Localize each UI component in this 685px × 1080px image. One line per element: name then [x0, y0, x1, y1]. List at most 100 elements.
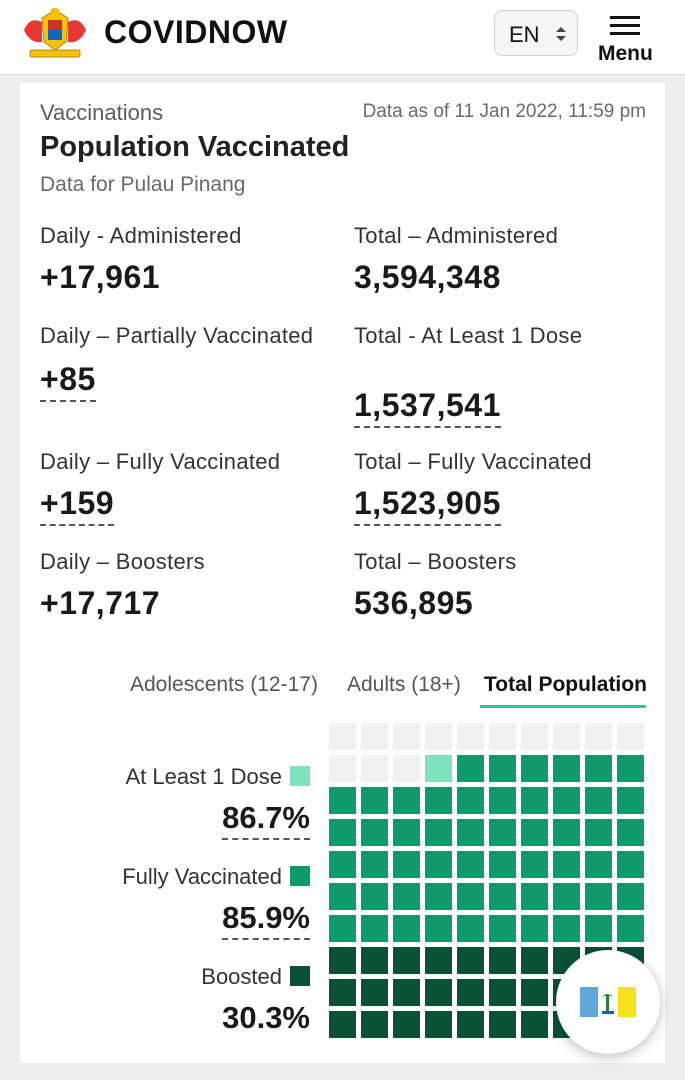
waffle-cell-fully-vaccinated: [457, 851, 484, 878]
waffle-cell-fully-vaccinated: [457, 787, 484, 814]
waffle-cell-boosted: [425, 979, 452, 1006]
stat-value[interactable]: 1,523,905: [354, 485, 501, 526]
waffle-cell-fully-vaccinated: [361, 787, 388, 814]
waffle-cell-fully-vaccinated: [585, 883, 612, 910]
malaysia-coat-of-arms-icon[interactable]: [20, 7, 90, 60]
data-timestamp: Data as of 11 Jan 2022, 11:59 pm: [362, 101, 646, 122]
waffle-cell-fully-vaccinated: [329, 915, 356, 942]
waffle-cell-fully-vaccinated: [329, 819, 356, 846]
language-value: EN: [509, 22, 540, 47]
stat-total-boosters: Total – Boosters 536,895: [354, 549, 644, 622]
stat-label: Total – Administered: [354, 223, 559, 248]
stat-value[interactable]: +159: [40, 485, 115, 526]
waffle-cell-fully-vaccinated: [361, 819, 388, 846]
waffle-cell-boosted: [393, 1011, 420, 1038]
waffle-cell-fully-vaccinated: [617, 883, 644, 910]
top-navbar: COVIDNOW EN Menu: [0, 0, 685, 75]
tab-adolescents[interactable]: Adolescents (12-17): [130, 673, 318, 696]
stat-label: Total – Fully Vaccinated: [354, 449, 592, 474]
waffle-cell-fully-vaccinated: [425, 915, 452, 942]
waffle-cell-boosted: [521, 1011, 548, 1038]
waffle-cell-boosted: [457, 947, 484, 974]
waffle-cell-boosted: [361, 979, 388, 1006]
waffle-cell-fully-vaccinated: [521, 883, 548, 910]
waffle-cell-boosted: [329, 1011, 356, 1038]
waffle-cell-fully-vaccinated: [617, 851, 644, 878]
waffle-cell-fully-vaccinated: [489, 819, 516, 846]
tab-total-population[interactable]: Total Population: [484, 673, 647, 696]
pulau-pinang-flag-icon: [580, 987, 636, 1017]
waffle-cell-fully-vaccinated: [521, 755, 548, 782]
waffle-cell-boosted: [393, 947, 420, 974]
stat-total-at-least-1: Total - At Least 1 Dose 1,537,541: [354, 323, 644, 428]
waffle-cell-fully-vaccinated: [361, 915, 388, 942]
waffle-cell-fully-vaccinated: [457, 755, 484, 782]
waffle-cell-fully-vaccinated: [329, 851, 356, 878]
waffle-cell-fully-vaccinated: [393, 851, 420, 878]
waffle-cell-fully-vaccinated: [617, 915, 644, 942]
waffle-cell-fully-vaccinated: [457, 915, 484, 942]
waffle-cell-fully-vaccinated: [329, 883, 356, 910]
waffle-cell-fully-vaccinated: [553, 915, 580, 942]
waffle-cell-fully-vaccinated: [521, 787, 548, 814]
waffle-cell-boosted: [329, 979, 356, 1006]
waffle-cell-fully-vaccinated: [521, 915, 548, 942]
waffle-cell-fully-vaccinated: [585, 819, 612, 846]
stat-daily-fully: Daily – Fully Vaccinated +159: [40, 449, 330, 526]
stat-daily-partial: Daily – Partially Vaccinated +85: [40, 323, 320, 402]
waffle-cell-empty: [361, 755, 388, 782]
waffle-cell-boosted: [521, 979, 548, 1006]
legend-label-boosted: Boosted: [201, 964, 282, 989]
waffle-cell-boosted: [329, 947, 356, 974]
hamburger-icon: [610, 16, 640, 35]
waffle-cell-empty: [329, 723, 356, 750]
waffle-cell-boosted: [521, 947, 548, 974]
waffle-cell-empty: [361, 723, 388, 750]
vaccination-card: Vaccinations Data as of 11 Jan 2022, 11:…: [20, 83, 665, 1063]
waffle-cell-fully-vaccinated: [553, 819, 580, 846]
waffle-cell-fully-vaccinated: [617, 787, 644, 814]
stat-value: +17,717: [40, 585, 161, 621]
waffle-cell-empty: [489, 723, 516, 750]
waffle-cell-fully-vaccinated: [361, 883, 388, 910]
tab-adults[interactable]: Adults (18+): [347, 673, 461, 696]
stat-value[interactable]: 1,537,541: [354, 387, 501, 428]
waffle-cell-empty: [585, 723, 612, 750]
waffle-cell-fully-vaccinated: [457, 883, 484, 910]
waffle-cell-boosted: [393, 979, 420, 1006]
stat-label: Daily – Fully Vaccinated: [40, 449, 281, 474]
legend-value-fully[interactable]: 85.9%: [222, 900, 310, 940]
waffle-cell-fully-vaccinated: [521, 851, 548, 878]
waffle-cell-empty: [617, 723, 644, 750]
card-title: Population Vaccinated: [40, 131, 350, 163]
waffle-cell-boosted: [457, 1011, 484, 1038]
waffle-cell-fully-vaccinated: [489, 851, 516, 878]
waffle-cell-fully-vaccinated: [425, 883, 452, 910]
waffle-cell-empty: [393, 723, 420, 750]
brand-title[interactable]: COVIDNOW: [104, 14, 288, 50]
waffle-cell-fully-vaccinated: [617, 819, 644, 846]
waffle-cell-fully-vaccinated: [585, 851, 612, 878]
stat-value: 3,594,348: [354, 259, 501, 295]
legend-label-fully: Fully Vaccinated: [122, 864, 282, 889]
waffle-cell-boosted: [425, 947, 452, 974]
state-selector-button[interactable]: [556, 950, 660, 1054]
waffle-cell-boosted: [489, 947, 516, 974]
stat-label: Daily - Administered: [40, 223, 242, 248]
waffle-cell-fully-vaccinated: [425, 819, 452, 846]
waffle-cell-fully-vaccinated: [425, 851, 452, 878]
waffle-cell-fully-vaccinated: [489, 915, 516, 942]
waffle-cell-at-least-1-dose: [425, 755, 452, 782]
waffle-cell-fully-vaccinated: [393, 787, 420, 814]
waffle-cell-boosted: [457, 979, 484, 1006]
card-subtitle: Data for Pulau Pinang: [40, 173, 246, 196]
legend-value-at-least-1[interactable]: 86.7%: [222, 800, 310, 840]
menu-label: Menu: [598, 42, 653, 65]
waffle-chart: [329, 723, 649, 1043]
legend-swatch-fully: [290, 866, 310, 886]
waffle-cell-fully-vaccinated: [425, 787, 452, 814]
stat-value[interactable]: +85: [40, 361, 96, 402]
language-select[interactable]: EN: [494, 10, 578, 56]
menu-button[interactable]: Menu: [596, 10, 658, 68]
waffle-cell-empty: [521, 723, 548, 750]
